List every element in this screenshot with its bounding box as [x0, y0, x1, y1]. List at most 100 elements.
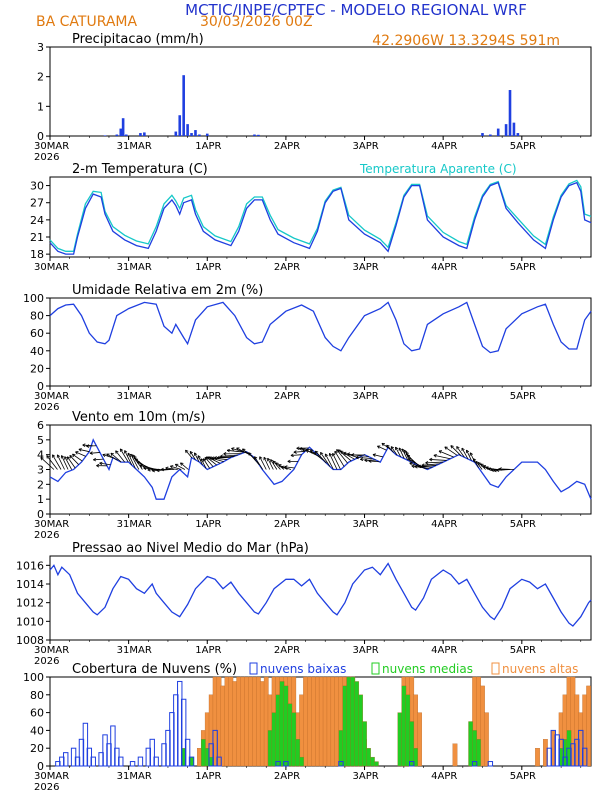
- panel-title: Pressao ao Nivel Medio do Mar (hPa): [72, 541, 309, 556]
- bar-clouds-0-10: [236, 676, 242, 767]
- header-coords: 42.2906W 13.3294S 591m: [372, 33, 560, 49]
- wind-arrow: [124, 450, 133, 466]
- y-tick-label: 60: [30, 327, 44, 340]
- x-tick-label: 3APR: [353, 141, 379, 152]
- panel-title: Precipitacao (mm/h): [72, 32, 204, 47]
- wind-arrow-head: [102, 454, 106, 457]
- panel-frame: [49, 46, 592, 137]
- bar-clouds-2-36: [487, 761, 494, 767]
- bar-clouds-2-34: [409, 761, 415, 767]
- panel-frame: [49, 297, 592, 387]
- wind-arrow-head: [340, 450, 343, 454]
- wind-arrow-head: [211, 457, 215, 460]
- wind-arrow-head: [414, 466, 418, 469]
- bar-clouds-1-19: [358, 694, 363, 767]
- x-tick-label: 31MAR: [117, 391, 152, 402]
- x-tick-label: 31MAR: [117, 519, 152, 530]
- wind-arrow-head: [417, 464, 421, 467]
- wind-arrow-head: [93, 457, 97, 461]
- wind-arrow-head: [490, 469, 494, 472]
- bar-clouds-1-8: [279, 681, 285, 767]
- x-tick-label: 3APR: [353, 391, 379, 402]
- x-tick-label: 3APR: [353, 262, 379, 273]
- wind-arrow: [340, 450, 355, 460]
- wind-arrow-head: [496, 468, 500, 471]
- bar-clouds-1-28: [413, 748, 418, 767]
- wind-arrow-head: [273, 460, 277, 463]
- bar-clouds-0-14: [252, 676, 257, 767]
- wind-arrow: [360, 457, 373, 460]
- wind-arrow-head: [147, 468, 151, 471]
- wind-arrow: [69, 455, 79, 465]
- y-tick-label: 100: [23, 292, 44, 305]
- bar-clouds-0-52: [484, 712, 489, 767]
- legend-swatch: [249, 662, 258, 675]
- bar-clouds-1-24: [397, 712, 403, 767]
- wind-arrow-head: [360, 457, 364, 460]
- wind-arrow: [284, 466, 295, 469]
- wind-arrow: [72, 453, 83, 462]
- bar-precip-0-19: [489, 134, 492, 136]
- wind-arrow-head: [347, 452, 351, 455]
- wind-arrow-head: [281, 466, 284, 470]
- x-tick-label: 30MAR: [34, 391, 69, 402]
- y-tick-label: 20: [30, 362, 44, 375]
- panel-temp: 18 21 24 27 30 30MAR 31MAR 1APR 2APR 3APR 4APR 5APR…: [30, 162, 592, 273]
- bar-clouds-1-6: [271, 712, 277, 767]
- x-tick-label: 30MAR: [34, 771, 69, 782]
- wind-arrow: [332, 453, 341, 470]
- x-tick-label: 1APR: [195, 771, 221, 782]
- wind-arrow: [78, 448, 90, 453]
- wind-arrow-head: [482, 465, 486, 469]
- wind-arrow: [200, 458, 207, 469]
- x-tick-label: 30MAR: [34, 519, 69, 530]
- header-location: BA CATURAMA: [36, 14, 138, 30]
- header-title: MCTIC/INPE/CPTEC - MODELO REGIONAL WRF: [185, 1, 527, 19]
- x-year-label: 2026: [34, 402, 59, 413]
- wind-arrow: [185, 449, 193, 459]
- wind-arrow-head: [57, 454, 61, 457]
- x-tick-label: 30MAR: [34, 645, 69, 656]
- bar-precip-0-6: [139, 133, 142, 136]
- wind-arrow-head: [299, 448, 303, 451]
- bar-precip-0-18: [481, 133, 484, 136]
- y-tick-label: 0: [37, 130, 44, 143]
- wind-arrow: [343, 452, 359, 459]
- wind-arrow: [377, 445, 387, 451]
- wind-arrow-head: [417, 466, 422, 469]
- wind-arrow-head: [110, 452, 113, 457]
- wind-arrow: [180, 462, 189, 470]
- wind-arrow-head: [127, 452, 131, 456]
- wind-arrow-head: [217, 457, 221, 460]
- bar-clouds-0-7: [224, 676, 230, 767]
- wind-arrow: [290, 454, 302, 456]
- bar-clouds-0-30: [315, 676, 320, 767]
- wind-arrow-head: [180, 462, 182, 466]
- x-tick-label: 2APR: [274, 645, 300, 656]
- wind-arrow-head: [110, 452, 114, 455]
- bar-clouds-1-25: [401, 685, 407, 767]
- y-tick-label: 24: [30, 214, 44, 227]
- panel-pressure: 1008 1010 1012 1014 1016 30MAR 31MAR 1APR 2APR 3A…: [16, 541, 592, 667]
- x-tick-label: 5APR: [510, 391, 536, 402]
- bar-precip-0-11: [186, 124, 189, 136]
- x-tick-label: 3APR: [353, 519, 379, 530]
- bar-clouds-1-10: [287, 703, 293, 767]
- wind-arrow-head: [82, 443, 86, 446]
- y-tick-label: 3: [37, 464, 44, 477]
- wind-arrow: [165, 467, 178, 470]
- wind-arrow-head: [102, 453, 106, 455]
- y-tick-label: 40: [30, 724, 44, 737]
- wind-arrow-head: [147, 469, 151, 472]
- bar-clouds-2-12: [110, 725, 116, 767]
- wind-arrow-head: [470, 452, 473, 455]
- wind-arrow-head: [226, 450, 230, 453]
- bar-precip-0-10: [182, 75, 185, 136]
- bar-clouds-2-6: [82, 722, 89, 767]
- bar-clouds-0-27: [303, 676, 308, 767]
- x-tick-label: 1APR: [195, 262, 221, 273]
- wind-arrow: [334, 450, 345, 467]
- y-tick-label: 0: [37, 760, 44, 773]
